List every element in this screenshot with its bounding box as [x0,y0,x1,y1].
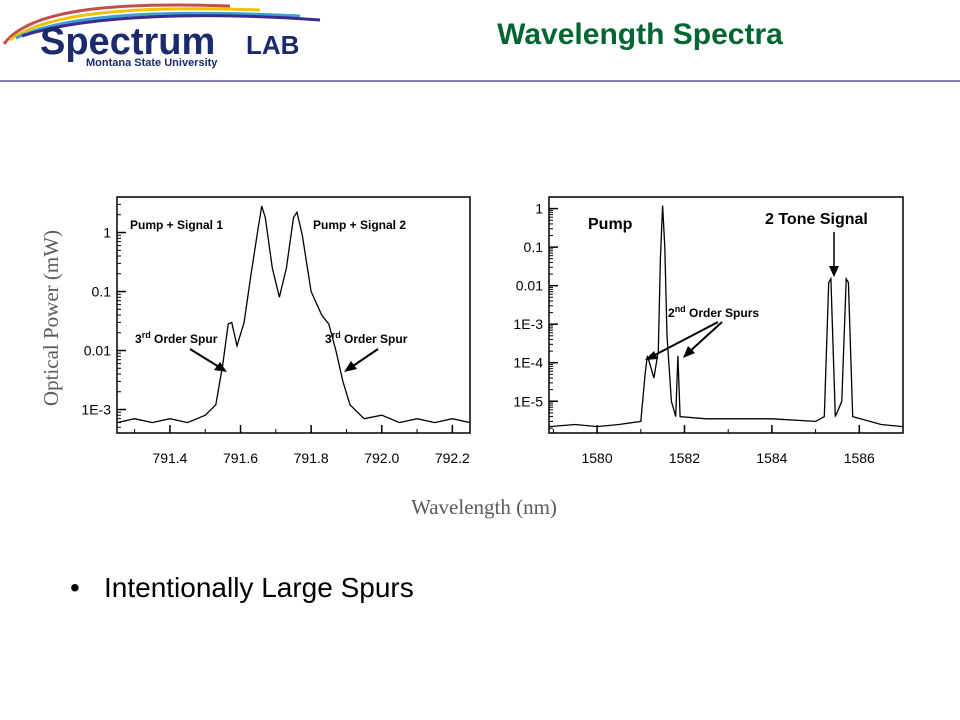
y-tick-label: 1 [535,201,543,217]
annotation-3rd-order-spur-right-sup: rd [332,330,341,340]
x-tick-label: 1584 [756,450,787,466]
x-axis-title: Wavelength (nm) [411,495,557,519]
arrowhead-2-tone-signal [829,266,839,277]
x-tick-label: 1586 [844,450,875,466]
bullet-item: • Intentionally Large Spurs [70,572,414,604]
bullet-dot-icon: • [70,572,80,603]
y-tick-label: 0.1 [92,284,112,300]
y-tick-label: 0.1 [524,239,544,255]
annotation-3rd-order-spur-left-sup: rd [142,330,151,340]
y-axis-title: Optical Power (mW) [39,230,63,406]
chart-left-791nm: 791.4 791.6 791.8 792.0 792.2 1E-3 0.01 0.1 1 [81,196,471,466]
x-tick-label: 791.8 [294,450,329,466]
spectrum-lab-logo: Spectrum LAB Montana State University [2,3,321,69]
x-tick-label: 792.2 [435,450,470,466]
x-tick-label: 791.6 [223,450,258,466]
x-tick-label: 791.4 [152,450,187,466]
arrowhead-2nd-order-spur-right [683,346,695,358]
spectrum-trace [116,205,471,424]
y-tick-label: 1E-3 [81,402,111,418]
bullet-list: • Intentionally Large Spurs [70,572,414,604]
x-tick-label: 1582 [669,450,700,466]
arrowhead-3rd-order-spur-left [214,362,227,372]
annotation-3rd-order-spur-right-num: 3 [325,332,332,346]
chart-right-1580nm: 1580 1582 1584 1586 1E-5 1E-4 1E-3 0.01 0.1 1 [513,196,904,466]
logo-name-lab: LAB [246,30,299,60]
annotation-2nd-order-spurs-sup: nd [675,304,686,314]
plot-frame [548,196,904,434]
y-tick-label: 0.01 [516,278,543,294]
logo-swoosh-red [2,3,231,45]
arrow-2nd-order-spur-right [687,321,723,354]
spectra-charts: 791.4 791.6 791.8 792.0 792.2 1E-3 0.01 0.1 1 15… [39,196,904,519]
annotation-3rd-order-spur-right: 3rd Order Spur [325,330,408,346]
annotation-2nd-order-spurs-text: Order Spurs [686,306,760,320]
y-tick-label: 1 [103,225,111,241]
y-tick-label: 1E-3 [513,316,543,332]
arrowhead-3rd-order-spur-right [344,361,357,372]
y-tick-label: 1E-5 [513,393,543,409]
annotation-3rd-order-spur-right-text: Order Spur [341,332,408,346]
annotation-2-tone-signal: 2 Tone Signal [765,211,868,228]
bullet-text: Intentionally Large Spurs [104,572,414,603]
logo-subtitle: Montana State University [86,57,218,69]
y-tick-label: 1E-4 [513,355,543,371]
y-tick-label: 0.01 [84,343,111,359]
x-tick-label: 1580 [581,450,612,466]
annotation-2nd-order-spurs-num: 2 [668,306,675,320]
annotation-pump-signal-2: Pump + Signal 2 [313,218,406,232]
logo-swoosh-purple [21,14,321,38]
spectrum-trace [548,205,904,428]
annotation-pump: Pump [588,216,633,233]
arrow-2nd-order-spur-left [650,321,719,358]
annotation-2nd-order-spurs: 2nd Order Spurs [668,304,759,320]
header-rule [0,80,960,82]
arrowhead-2nd-order-spur-left [645,351,658,360]
slide-title: Wavelength Spectra [497,18,783,51]
annotation-3rd-order-spur-left-num: 3 [135,332,142,346]
annotation-3rd-order-spur-left-text: Order Spur [151,332,218,346]
annotation-3rd-order-spur-left: 3rd Order Spur [135,330,218,346]
logo-name-spectrum: Spectrum [40,21,215,63]
logo-swoosh-yellow [9,7,261,42]
logo-swoosh-blue [15,11,301,40]
plot-frame [116,196,471,434]
x-tick-label: 792.0 [364,450,399,466]
annotation-pump-signal-1: Pump + Signal 1 [130,218,223,232]
